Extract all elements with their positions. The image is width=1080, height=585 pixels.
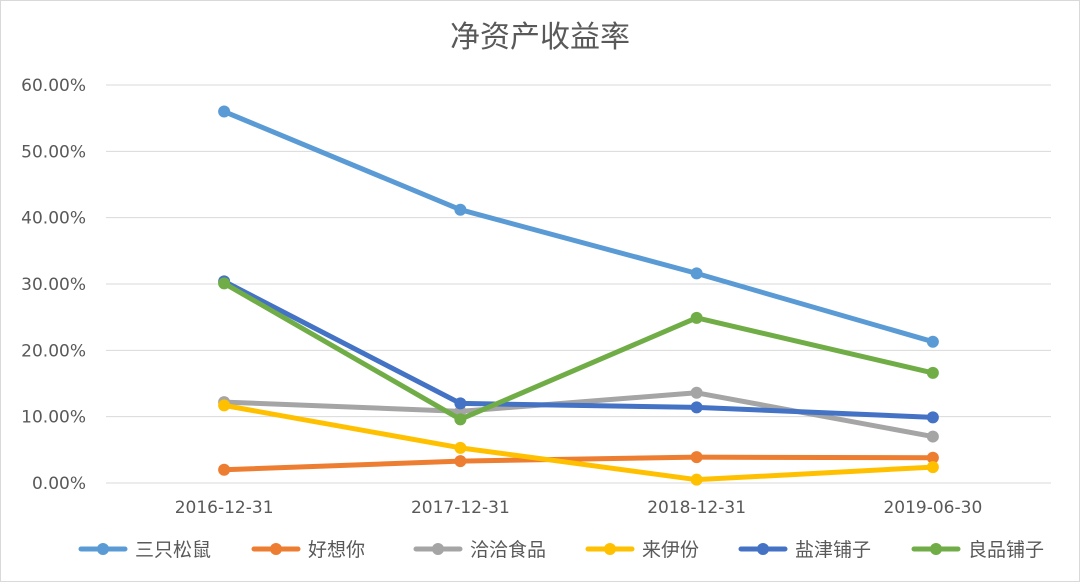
legend-marker-icon [604,543,616,555]
data-point [690,267,703,280]
grid-layer [106,84,1051,484]
y-tick-label: 0.00% [32,474,86,494]
y-tick-label: 40.00% [21,209,86,229]
data-point [926,366,939,379]
y-tick-label: 50.00% [21,142,86,162]
data-point [690,311,703,324]
legend-marker-icon [97,543,109,555]
y-tick-label: 30.00% [21,275,86,295]
series-line [221,109,936,345]
series-line [221,402,936,483]
data-point [218,463,231,476]
x-tick-label: 2017-12-31 [411,498,510,518]
data-point [926,430,939,443]
x-tick-label: 2019-06-30 [883,498,982,518]
series-layer [218,105,939,486]
data-point [454,203,467,216]
data-point [690,401,703,414]
legend-marker-icon [930,543,942,555]
data-point [454,455,467,468]
y-tick-label: 60.00% [21,76,86,96]
data-point [454,397,467,410]
legend-marker-icon [270,543,282,555]
data-point [218,399,231,412]
data-point [926,451,939,464]
legend: 三只松鼠 好想你 洽洽食品 来伊份 盐津铺子 良品铺子 [78,539,1044,561]
data-point [690,473,703,486]
chart-title: 净资产收益率 [450,20,630,55]
x-axis-ticks: 2016-12-31 2017-12-31 2018-12-31 2019-06-30 [175,498,983,518]
data-point [218,105,231,118]
y-tick-label: 10.00% [21,408,86,428]
data-point [926,335,939,348]
series-line [221,278,936,420]
y-tick-label: 20.00% [21,341,86,361]
legend-marker-icon [432,543,444,555]
data-point [926,461,939,474]
legend-label: 三只松鼠 [135,539,211,561]
series-line [221,280,936,422]
data-point [454,441,467,454]
data-point [690,451,703,464]
legend-label: 良品铺子 [968,539,1044,561]
legend-label: 来伊份 [642,539,699,561]
data-point [218,277,231,290]
x-tick-label: 2016-12-31 [175,498,274,518]
legend-label: 盐津铺子 [795,539,871,561]
data-point [690,386,703,399]
data-point [926,411,939,424]
legend-label: 洽洽食品 [470,539,546,561]
legend-label: 好想你 [308,539,365,561]
data-point [454,413,467,426]
series-line [221,454,936,473]
y-axis-ticks: 0.00% 10.00% 20.00% 30.00% 40.00% 50.00% 60.00… [21,76,86,494]
x-tick-label: 2018-12-31 [647,498,746,518]
legend-marker-icon [757,543,769,555]
